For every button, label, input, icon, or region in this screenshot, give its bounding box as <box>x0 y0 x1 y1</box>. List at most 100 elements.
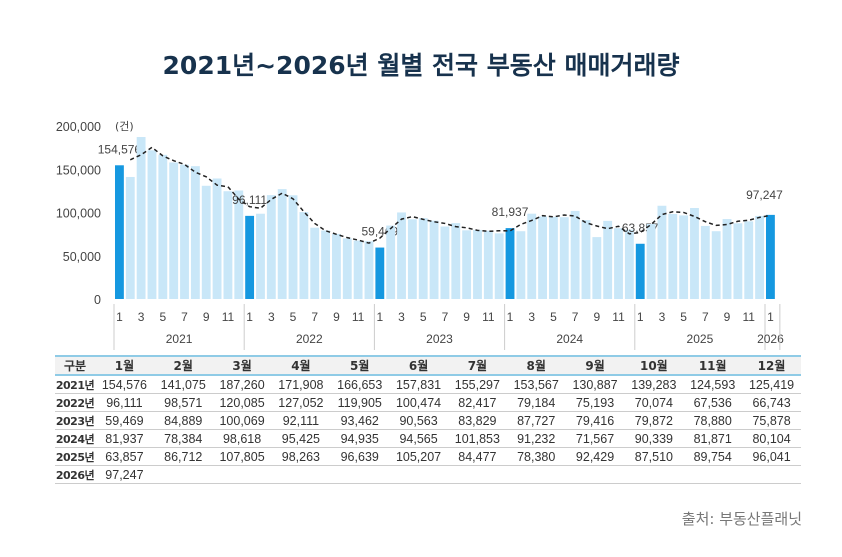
bar-2022-10 <box>342 238 352 299</box>
table-cell: 78,384 <box>153 429 213 448</box>
table-cell: 70,074 <box>624 393 684 412</box>
column-header: 12월 <box>742 355 801 376</box>
bar-2022-9 <box>332 233 341 299</box>
y-tick-label: 100,000 <box>56 207 101 221</box>
table-cell: 93,462 <box>330 411 390 430</box>
column-header: 9월 <box>565 355 625 376</box>
table-cell: 97,247 <box>95 465 154 484</box>
x-tick-label: 3 <box>659 310 666 324</box>
x-tick-label: 3 <box>528 310 535 324</box>
x-tick-label: 7 <box>181 310 188 324</box>
bar-2025-3 <box>657 205 667 299</box>
row-label: 2025년 <box>55 447 95 466</box>
table-cell: 87,727 <box>506 411 566 430</box>
bar-2025-12 <box>755 215 764 299</box>
bar-2022-7 <box>310 227 320 299</box>
bar-2024-1 <box>505 228 515 299</box>
table-cell: 154,576 <box>95 375 154 394</box>
row-label: 2024년 <box>55 429 95 448</box>
bar-2023-5 <box>418 218 428 299</box>
table-cell: 171,908 <box>271 375 331 394</box>
table-cell: 187,260 <box>212 375 272 394</box>
y-tick-label: 0 <box>94 293 101 307</box>
column-header: 1월 <box>95 355 154 376</box>
bar-2024-4 <box>538 216 547 299</box>
table-cell: 67,536 <box>683 393 743 412</box>
column-header: 7월 <box>447 355 507 376</box>
x-tick-label: 9 <box>333 310 340 324</box>
x-tick-label: 3 <box>398 310 405 324</box>
table-cell: 89,754 <box>683 447 743 466</box>
table-cell: 98,618 <box>212 429 272 448</box>
bar-2023-1 <box>375 247 385 299</box>
year-label: 2025 <box>687 332 714 346</box>
bar-2022-5 <box>288 195 298 299</box>
column-header: 2월 <box>153 355 213 376</box>
bar-2024-6 <box>559 217 569 299</box>
table-cell: 79,184 <box>506 393 566 412</box>
bar-2023-12 <box>494 233 504 299</box>
page-title: 2021년~2026년 월별 전국 부동산 매매거래량 <box>162 51 680 80</box>
bar-2021-6 <box>169 162 179 299</box>
data-label: 97,247 <box>746 188 783 202</box>
bar-2023-2 <box>386 225 396 299</box>
bar-2024-12 <box>624 229 634 299</box>
x-tick-label: 1 <box>637 310 644 324</box>
table-row: 2021년 154,576 141,075 187,260 171,908 166,653… <box>55 375 801 394</box>
table-cell: 139,283 <box>624 375 684 394</box>
table-cell: 75,193 <box>565 393 625 412</box>
bar-2023-11 <box>483 230 493 299</box>
bar-2024-5 <box>549 216 558 299</box>
x-tick-label: 1 <box>767 310 774 324</box>
bar-2024-8 <box>581 220 591 299</box>
table-row: 2025년 63,857 86,712 107,805 98,263 96,639 105,… <box>55 447 801 466</box>
table-cell <box>565 465 625 484</box>
table-cell: 63,857 <box>95 447 154 466</box>
bar-2022-8 <box>321 230 330 299</box>
table-cell: 91,232 <box>506 429 566 448</box>
table-cell: 127,052 <box>271 393 331 412</box>
table-cell: 95,425 <box>271 429 331 448</box>
table-cell <box>624 465 684 484</box>
table-cell <box>447 465 507 484</box>
bar-2023-3 <box>397 212 406 299</box>
table-cell: 98,571 <box>153 393 213 412</box>
table-cell: 80,104 <box>742 429 801 448</box>
row-label: 2022년 <box>55 393 95 412</box>
bar-2025-1 <box>635 243 645 299</box>
table-cell: 78,380 <box>506 447 566 466</box>
table-cell: 59,469 <box>95 411 154 430</box>
table-cell: 87,510 <box>624 447 684 466</box>
column-header: 구분 <box>55 355 95 376</box>
table-cell: 124,593 <box>683 375 743 394</box>
table-cell: 100,474 <box>389 393 448 412</box>
column-header: 6월 <box>389 355 448 376</box>
column-header: 11월 <box>683 355 743 376</box>
bar-2021-8 <box>190 166 200 299</box>
year-label: 2026 <box>757 332 784 346</box>
bar-2025-8 <box>711 231 721 299</box>
x-tick-label: 9 <box>203 310 210 324</box>
x-tick-label: 1 <box>507 310 514 324</box>
bar-2024-10 <box>603 220 613 299</box>
table-header: 구분 1월 2월 3월 4월 5월 6월 7월 8월 9월 10월 11월 12월 <box>55 355 801 376</box>
table-cell: 125,419 <box>742 375 801 394</box>
column-header: 8월 <box>506 355 566 376</box>
table-cell: 96,111 <box>95 393 154 412</box>
bar-2025-10 <box>733 223 743 299</box>
source-note: 출처: 부동산플래닛 <box>681 510 802 528</box>
bar-2025-4 <box>668 214 678 299</box>
x-tick-label: 11 <box>742 310 755 324</box>
table-cell: 82,417 <box>447 393 507 412</box>
bar-2025-11 <box>744 221 754 299</box>
bar-2021-7 <box>180 164 189 299</box>
bar-2023-7 <box>440 226 450 299</box>
table-cell: 94,565 <box>389 429 448 448</box>
x-tick-label: 11 <box>482 310 495 324</box>
bar-2024-11 <box>614 228 623 299</box>
table-cell: 86,712 <box>153 447 213 466</box>
table-cell: 155,297 <box>447 375 507 394</box>
bar-2026-1 <box>766 214 775 299</box>
bar-2022-3 <box>266 195 276 299</box>
